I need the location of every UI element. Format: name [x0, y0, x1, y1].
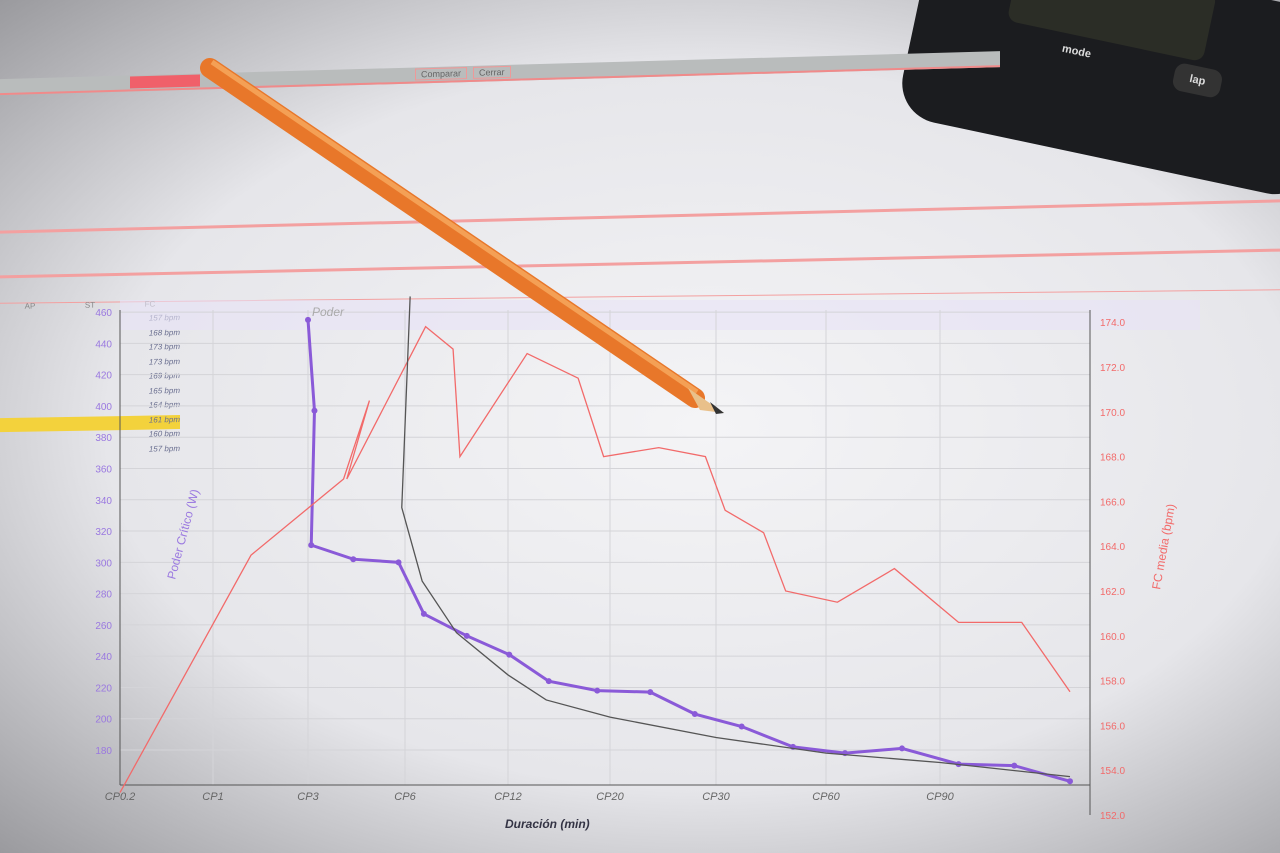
- y-tick-label: 240: [95, 652, 112, 663]
- y-tick-label: 360: [95, 464, 112, 475]
- power-point: [1067, 778, 1073, 785]
- power-point: [1011, 762, 1018, 769]
- x-tick-label: CP60: [812, 791, 840, 803]
- x-tick-label: CP20: [596, 791, 624, 803]
- y-tick-label: 220: [95, 683, 112, 694]
- y-tick-label: 420: [95, 371, 112, 382]
- y2-tick-label: 156.0: [1100, 721, 1125, 732]
- y2-tick-label: 166.0: [1100, 497, 1125, 508]
- power-point: [594, 687, 601, 694]
- y-tick-label: 440: [95, 339, 112, 350]
- y2-tick-label: 152.0: [1100, 811, 1125, 822]
- power-point: [305, 316, 311, 323]
- y-tick-label: 180: [95, 746, 112, 757]
- y-tick-label: 200: [95, 715, 112, 726]
- power-point: [395, 559, 402, 566]
- x-tick-label: CP30: [702, 791, 730, 803]
- y2-tick-label: 168.0: [1100, 453, 1125, 464]
- power-point: [311, 407, 318, 414]
- x-axis-title: Duración (min): [505, 817, 590, 831]
- power-point: [308, 542, 315, 549]
- y-tick-label: 400: [95, 402, 112, 413]
- y2-tick-label: 154.0: [1100, 766, 1125, 777]
- power-point: [420, 610, 427, 617]
- y-tick-label: 280: [95, 590, 112, 601]
- y-tick-label: 380: [95, 433, 112, 444]
- x-tick-label: CP1: [202, 791, 223, 803]
- y-tick-label: 300: [95, 558, 112, 569]
- x-tick-label: CP12: [494, 791, 522, 803]
- power-point: [647, 689, 654, 696]
- y2-tick-label: 160.0: [1100, 632, 1125, 643]
- power-point: [350, 556, 357, 563]
- y-tick-label: 320: [95, 527, 112, 538]
- y2-tick-label: 164.0: [1100, 542, 1125, 553]
- series-line-2: [401, 296, 1071, 778]
- legend-band: [120, 300, 1200, 330]
- x-tick-label: CP6: [394, 791, 416, 803]
- power-point: [506, 651, 513, 658]
- y-tick-label: 340: [95, 496, 112, 507]
- x-tick-label: CP3: [297, 791, 319, 803]
- legend-label: Poder: [312, 305, 345, 319]
- y2-tick-label: 158.0: [1100, 677, 1125, 688]
- y2-tick-label: 172.0: [1100, 363, 1125, 374]
- y-tick-label: 460: [95, 308, 112, 319]
- x-tick-label: CP0.2: [105, 791, 136, 803]
- pencil-icon: [200, 58, 724, 414]
- power-point: [738, 723, 745, 730]
- y2-tick-label: 170.0: [1100, 408, 1125, 419]
- series-line-1: [119, 325, 1071, 793]
- power-point: [899, 745, 905, 752]
- power-point: [545, 678, 552, 685]
- y2-tick-label: 174.0: [1100, 318, 1125, 329]
- power-point: [463, 632, 470, 639]
- y2-tick-label: 162.0: [1100, 587, 1125, 598]
- power-point: [691, 711, 698, 718]
- x-tick-label: CP90: [926, 791, 954, 803]
- y-tick-label: 260: [95, 621, 112, 632]
